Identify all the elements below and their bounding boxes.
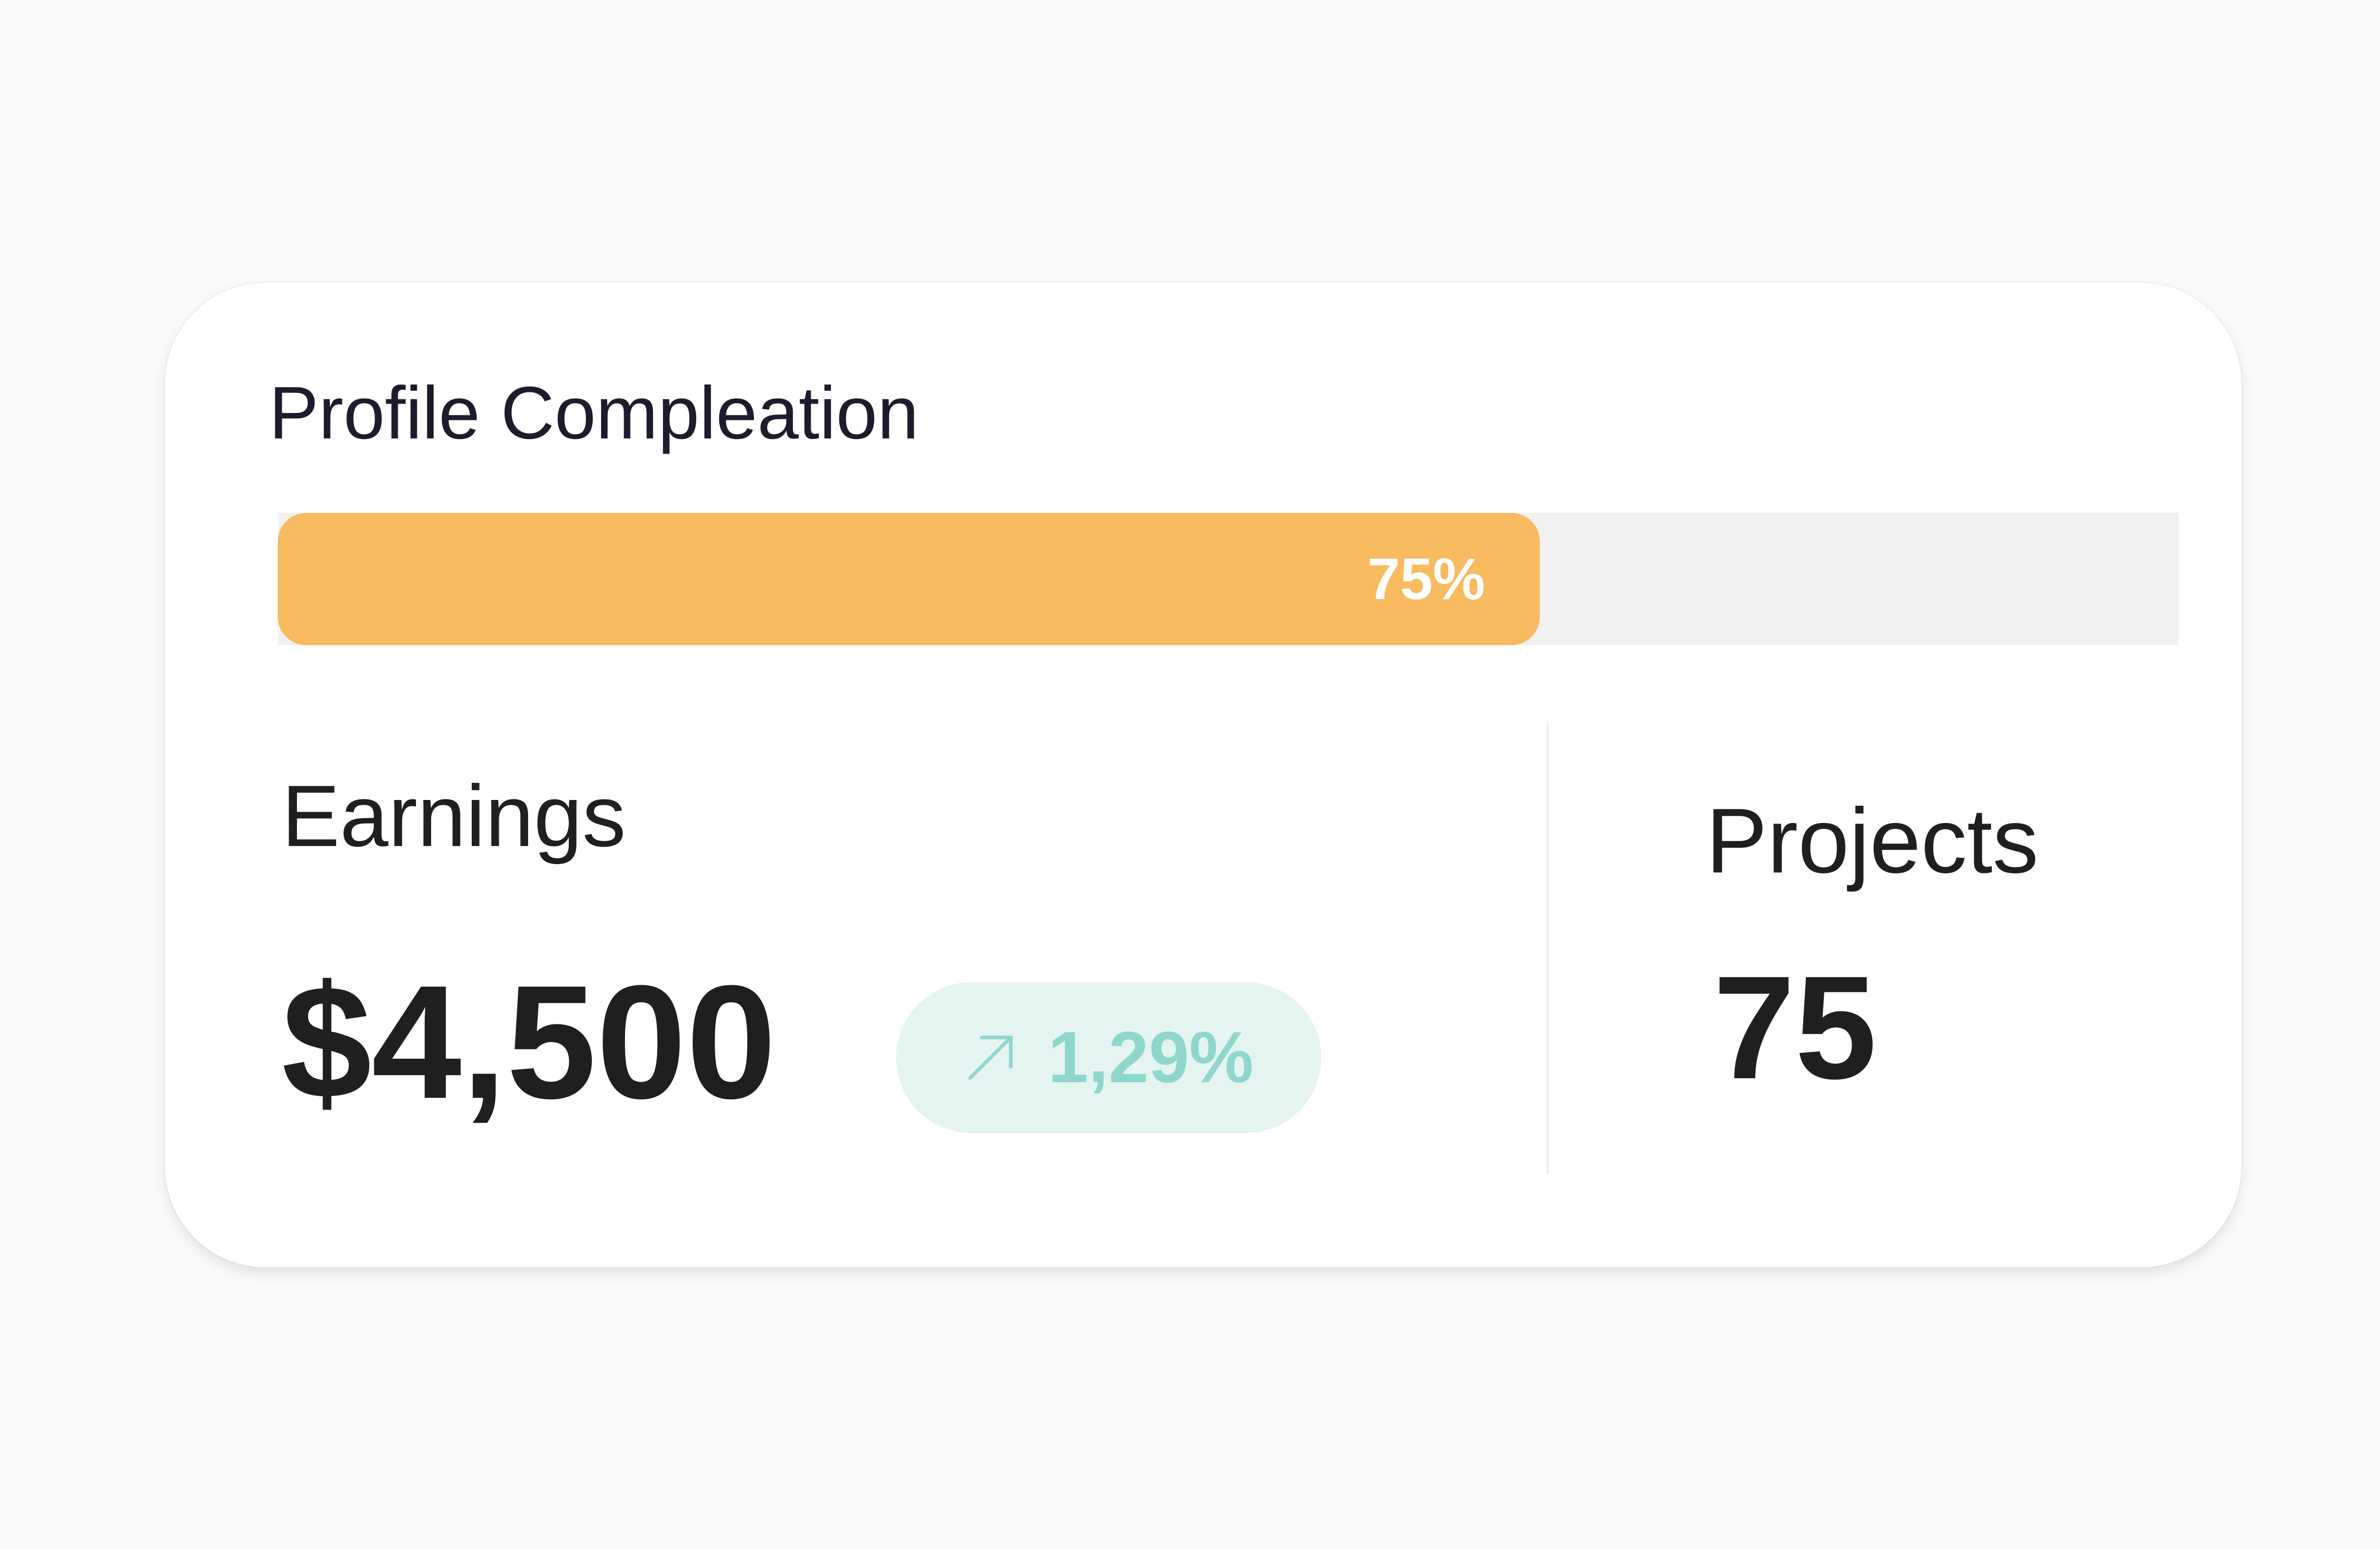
profile-completion-title: Profile Compleation [269, 371, 919, 455]
dashboard-card: Profile Compleation 75% Earnings $4,500 … [165, 283, 2241, 1267]
profile-progress-label: 75% [1367, 546, 1485, 612]
earnings-value: $4,500 [282, 951, 777, 1132]
profile-progress-bar: 75% [278, 513, 2179, 645]
projects-value: 75 [1713, 945, 1877, 1110]
projects-label: Projects [1706, 789, 2039, 892]
arrow-up-right-icon [969, 1036, 1013, 1080]
earnings-change-badge: 1,29% [896, 982, 1321, 1133]
section-divider [1547, 724, 1549, 1174]
earnings-change-value: 1,29% [1048, 1017, 1254, 1098]
profile-progress-fill: 75% [278, 513, 1540, 645]
earnings-label: Earnings [282, 767, 626, 865]
